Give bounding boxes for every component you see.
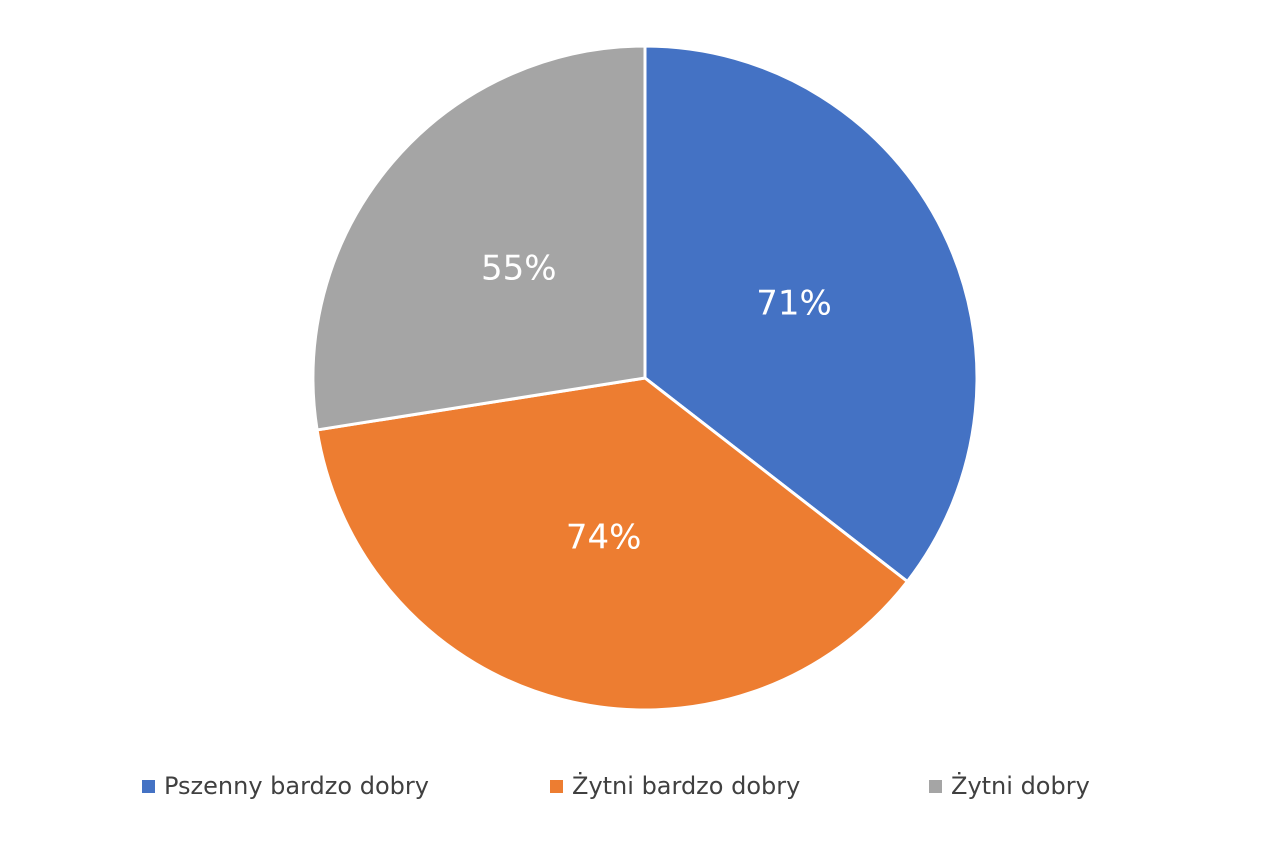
legend-swatch: [550, 780, 563, 793]
legend-swatch: [929, 780, 942, 793]
data-label: 71%: [756, 283, 832, 323]
legend-label: Żytni bardzo dobry: [572, 771, 800, 800]
legend-swatch: [142, 780, 155, 793]
pie-slice: [315, 376, 910, 712]
data-label: 55%: [481, 249, 557, 289]
data-label: 74%: [566, 517, 642, 557]
pie-slice: [311, 44, 647, 432]
pie-slice: [643, 44, 979, 584]
legend-label: Pszenny bardzo dobry: [164, 772, 429, 800]
legend-label: Żytni dobry: [951, 771, 1090, 800]
